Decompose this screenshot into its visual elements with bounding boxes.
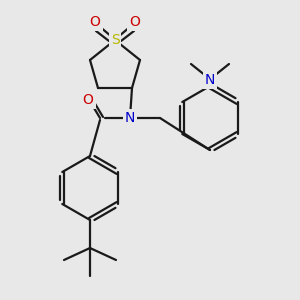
- Text: N: N: [205, 73, 215, 87]
- Text: S: S: [111, 33, 119, 47]
- Text: O: O: [130, 15, 140, 29]
- Text: O: O: [90, 15, 101, 29]
- Text: O: O: [82, 93, 93, 107]
- Text: N: N: [125, 111, 135, 125]
